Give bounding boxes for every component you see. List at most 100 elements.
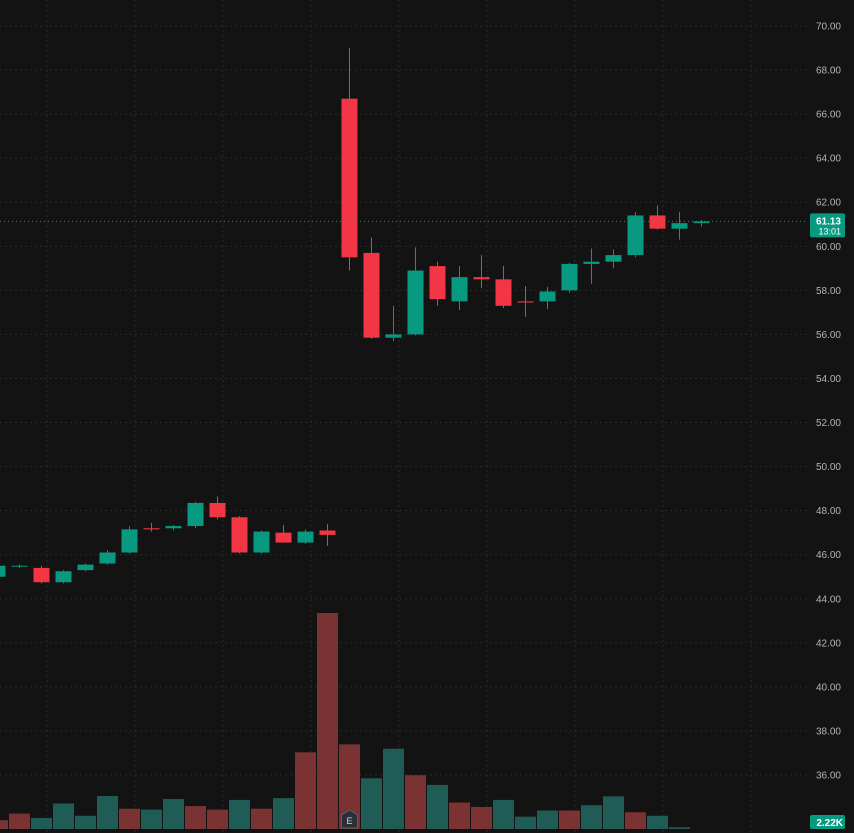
candle xyxy=(297,529,314,544)
candle xyxy=(539,287,556,310)
candle-body xyxy=(583,261,600,264)
volume-bar xyxy=(75,815,96,829)
volume-bar xyxy=(273,798,294,829)
price-tick-label: 60.00 xyxy=(816,242,841,253)
candle xyxy=(495,266,512,308)
price-tick-label: 50.00 xyxy=(816,462,841,473)
candle-body xyxy=(77,564,94,571)
earnings-marker[interactable]: E xyxy=(341,809,358,829)
candle-body xyxy=(429,266,446,300)
candle xyxy=(341,48,358,271)
candle-body xyxy=(605,255,622,262)
volume-bar xyxy=(603,796,624,829)
candle-body xyxy=(627,215,644,256)
candle-body xyxy=(561,263,578,291)
candle xyxy=(121,526,138,554)
volume-bar xyxy=(669,827,690,829)
volume-bar xyxy=(0,820,8,829)
volume-bar xyxy=(229,799,250,829)
candle-body xyxy=(693,221,710,224)
volume-bar xyxy=(493,799,514,829)
candle-body xyxy=(649,215,666,229)
grid xyxy=(0,0,808,833)
volume-bar xyxy=(295,752,316,829)
candle xyxy=(605,249,622,269)
candle-body xyxy=(363,252,380,338)
candle-body xyxy=(451,277,468,302)
candle xyxy=(693,219,710,227)
price-tick-label: 68.00 xyxy=(816,66,841,77)
candle-body xyxy=(517,301,534,303)
price-tick-label: 58.00 xyxy=(816,286,841,297)
candle-body xyxy=(341,98,358,258)
candle xyxy=(671,212,688,240)
volume-bar xyxy=(317,613,338,829)
candle-body xyxy=(539,291,556,302)
candle-body xyxy=(11,565,28,567)
volume-bar xyxy=(515,816,536,829)
price-tick-label: 48.00 xyxy=(816,506,841,517)
candle xyxy=(209,496,226,520)
price-tick-label: 66.00 xyxy=(816,110,841,121)
volume-bar xyxy=(405,775,426,829)
candle-body xyxy=(231,517,248,553)
price-tick-label: 40.00 xyxy=(816,682,841,693)
candle-body xyxy=(209,502,226,518)
candle-body xyxy=(407,270,424,335)
candle xyxy=(0,565,6,577)
volume-bar xyxy=(383,748,404,829)
last-price-value: 61.13 xyxy=(816,216,841,227)
volume-bar xyxy=(427,784,448,829)
candle-body xyxy=(297,531,314,543)
price-tick-label: 64.00 xyxy=(816,154,841,165)
price-tick-label: 62.00 xyxy=(816,198,841,209)
candle xyxy=(473,255,490,289)
candle-body xyxy=(275,532,292,543)
volume-bar xyxy=(339,744,360,829)
volume-bar xyxy=(471,806,492,829)
candle xyxy=(451,266,468,311)
volume-bar xyxy=(163,799,184,829)
price-axis[interactable]: 70.00 68.00 66.00 64.00 62.00 60.00 58.00 56.00… xyxy=(810,22,845,830)
candle xyxy=(429,261,446,306)
candle xyxy=(561,262,578,293)
volume-bar xyxy=(251,808,272,829)
price-tick-label: 52.00 xyxy=(816,418,841,429)
candle-body xyxy=(0,565,6,577)
candle xyxy=(649,205,666,230)
candle xyxy=(231,516,248,554)
candle xyxy=(583,248,600,284)
last-price-countdown: 13:01 xyxy=(818,226,841,236)
candle xyxy=(627,212,644,258)
last-price-tag-bg xyxy=(810,213,845,238)
volume-bar xyxy=(97,795,118,829)
candle xyxy=(165,524,182,531)
volume-tag: 2.22K xyxy=(810,815,845,829)
volume-bar xyxy=(53,803,74,829)
price-tick-label: 38.00 xyxy=(816,726,841,737)
candle xyxy=(407,247,424,336)
earnings-badge xyxy=(341,809,358,829)
candle xyxy=(363,237,380,339)
candle-body xyxy=(33,567,50,583)
price-tick-label: 56.00 xyxy=(816,330,841,341)
earnings-label: E xyxy=(346,816,352,826)
candle xyxy=(55,570,72,584)
volume-bar xyxy=(119,808,140,829)
volume-bar xyxy=(625,812,646,829)
volume-bars xyxy=(0,613,690,829)
price-tick-label: 54.00 xyxy=(816,374,841,385)
candle xyxy=(33,565,50,584)
price-tick-label: 42.00 xyxy=(816,638,841,649)
candle-body xyxy=(121,529,138,553)
overlays: E xyxy=(0,220,808,829)
candle-body xyxy=(143,528,160,530)
volume-bar xyxy=(449,802,470,829)
candle xyxy=(11,564,28,568)
candle xyxy=(99,550,116,565)
volume-bar xyxy=(31,817,52,829)
candle-body xyxy=(319,530,336,535)
